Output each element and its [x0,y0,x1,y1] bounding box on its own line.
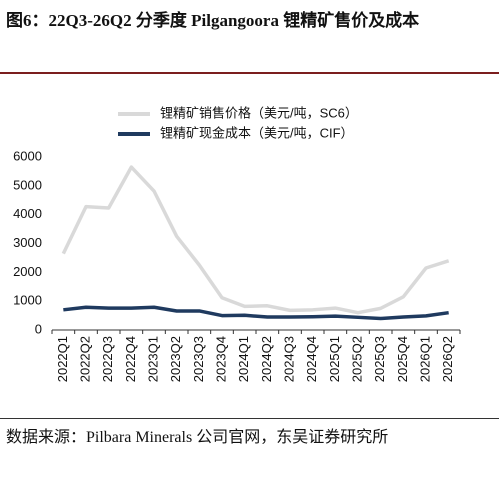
y-tick-label: 5000 [13,177,42,192]
x-tick-label: 2025Q3 [372,336,387,382]
x-tick-label: 2022Q3 [100,336,115,382]
x-tick-label: 2025Q1 [327,336,342,382]
x-tick-label: 2026Q1 [417,336,432,382]
x-tick-label: 2022Q1 [55,336,70,382]
x-tick-label: 2025Q2 [349,336,364,382]
y-tick-label: 2000 [13,264,42,279]
legend-label: 锂精矿现金成本（美元/吨，CIF） [160,125,354,140]
y-tick-label: 3000 [13,235,42,250]
legend-label: 锂精矿销售价格（美元/吨，SC6） [160,105,358,120]
x-tick-label: 2022Q2 [77,336,92,382]
source-note: 数据来源：Pilbara Minerals 公司官网，东吴证券研究所 [6,429,389,446]
x-tick-label: 2023Q3 [191,336,206,382]
y-tick-label: 1000 [13,293,42,308]
divider [0,418,499,419]
x-tick-label: 2025Q4 [395,336,410,382]
chart-title: 图6：22Q3-26Q2 分季度 Pilgangoora 锂精矿售价及成本 [6,11,420,30]
x-tick-label: 2022Q4 [123,336,138,382]
series-line [61,165,450,315]
divider [0,72,499,74]
series-line [63,305,449,321]
x-tick-label: 2023Q4 [213,336,228,382]
x-tick-label: 2024Q4 [304,336,319,382]
x-tick-label: 2023Q1 [145,336,160,382]
x-tick-label: 2024Q1 [236,336,251,382]
x-tick-label: 2024Q3 [281,336,296,382]
y-tick-label: 4000 [13,206,42,221]
x-tick-label: 2023Q2 [168,336,183,382]
x-tick-label: 2026Q2 [440,336,455,382]
x-tick-label: 2024Q2 [259,336,274,382]
y-tick-label: 0 [35,321,42,336]
y-tick-label: 6000 [13,148,42,163]
